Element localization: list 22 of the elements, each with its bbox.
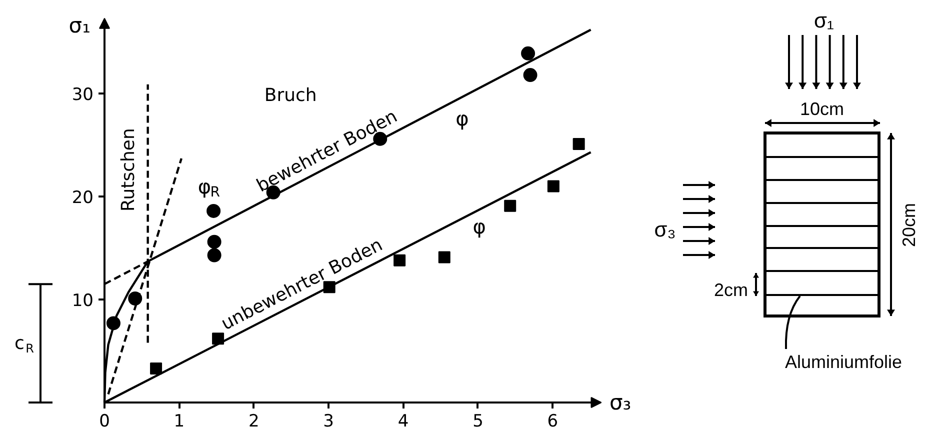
text: 2cm [714, 280, 748, 300]
annotation: Bruch [264, 85, 317, 106]
y-tick-label: 20 [72, 188, 94, 208]
x-axis-title: σ₃ [610, 390, 632, 414]
x-tick-label: 2 [248, 412, 260, 432]
text: σ₁ [814, 10, 834, 33]
annotation: φ [456, 106, 469, 130]
annotation: Rutschen [118, 128, 139, 212]
x-tick-label: 0 [99, 412, 110, 432]
annotation: φ [472, 214, 486, 238]
y-tick-label: 30 [72, 85, 94, 106]
x-tick-label: 3 [323, 412, 334, 432]
y-axis-title: σ₁ [68, 14, 91, 38]
x-tick-label: 4 [398, 412, 409, 432]
y-tick-label: 10 [72, 291, 94, 312]
x-tick-label: 6 [547, 412, 558, 432]
text: 10cm [800, 98, 844, 119]
text: 20cm [898, 202, 919, 248]
x-tick-label: 5 [472, 412, 484, 432]
x-tick-label: 1 [174, 412, 185, 432]
text: σ₃ [654, 218, 676, 242]
text: Aluminiumfolie [785, 352, 902, 372]
